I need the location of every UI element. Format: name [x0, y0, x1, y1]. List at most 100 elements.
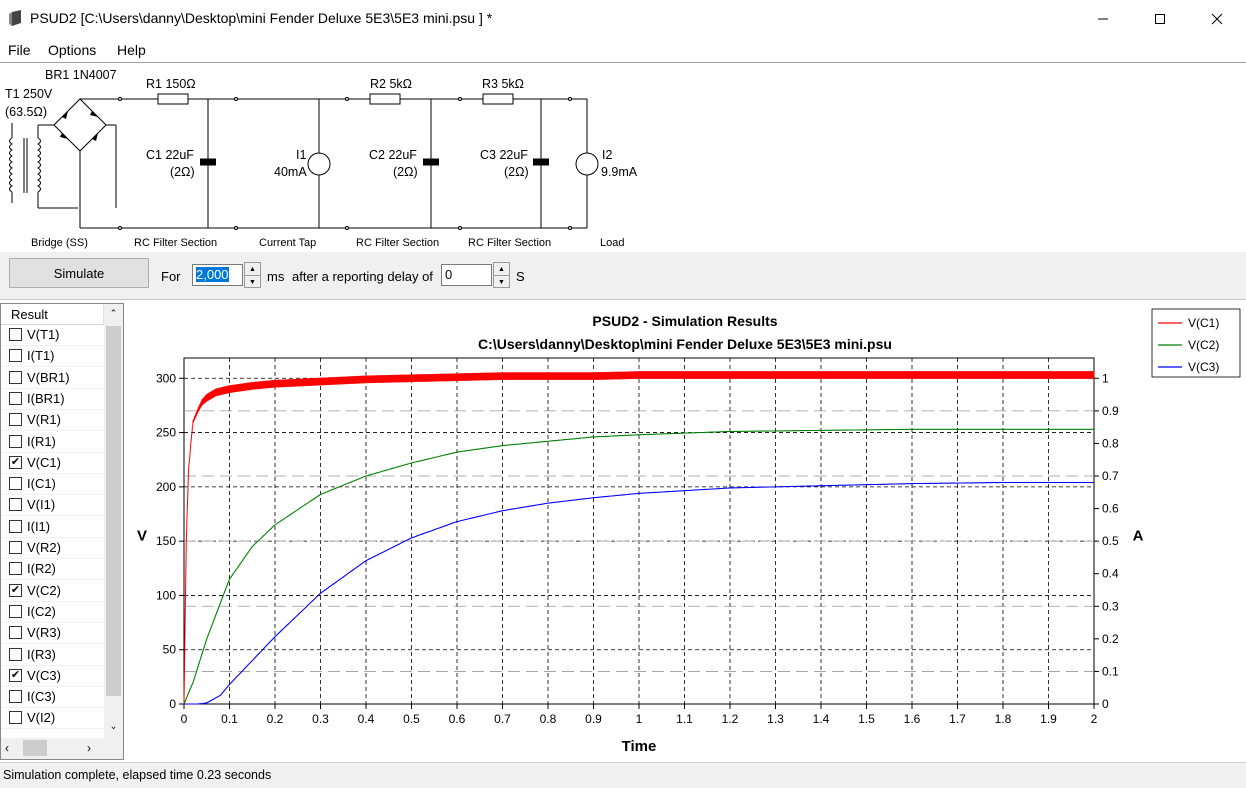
legend-box [1151, 308, 1241, 378]
checkbox[interactable] [9, 477, 22, 491]
result-row[interactable]: I(R1) [1, 432, 104, 453]
i1-value: 40mA [274, 165, 307, 179]
y2-tick-label: 0.4 [1102, 567, 1119, 581]
scroll-up-icon[interactable]: ⌃ [109, 308, 118, 318]
close-button[interactable] [1188, 0, 1246, 38]
x-tick-label: 0.9 [585, 712, 602, 726]
result-row[interactable]: V(T1) [1, 325, 104, 346]
duration-spinner[interactable]: ▲ ▼ [244, 262, 261, 288]
checkbox-checked[interactable]: ✔ [9, 668, 22, 682]
section-rc-filter-1[interactable]: RC Filter Section [134, 237, 218, 249]
result-row[interactable]: ✔ V(C2) [1, 581, 104, 602]
result-row[interactable]: I(R3) [1, 645, 104, 666]
scroll-right-icon[interactable]: › [87, 741, 91, 755]
result-row[interactable]: I(BR1) [1, 389, 104, 410]
checkbox[interactable] [9, 413, 22, 427]
series-line-vc1 [183, 371, 1095, 705]
y-tick-label: 0 [169, 697, 176, 711]
section-bridge[interactable]: Bridge (SS) [31, 237, 88, 249]
spin-down-icon[interactable]: ▼ [249, 278, 256, 286]
checkbox[interactable] [9, 519, 22, 533]
checkbox[interactable] [9, 604, 22, 618]
x-tick-label: 0.4 [358, 712, 375, 726]
x-tick-label: 0.7 [494, 712, 511, 726]
results-list-header[interactable]: Result [1, 304, 104, 325]
horizontal-scrollbar[interactable]: ‹ › [1, 738, 123, 759]
result-row[interactable]: V(I2) [1, 708, 104, 730]
result-row[interactable]: I(C1) [1, 474, 104, 496]
result-row[interactable]: I(I1) [1, 517, 104, 538]
checkbox[interactable] [9, 541, 22, 554]
menu-file[interactable]: File [8, 42, 31, 58]
checkbox[interactable] [9, 626, 22, 640]
spin-up-icon[interactable]: ▲ [245, 263, 260, 276]
section-rc-filter-2[interactable]: RC Filter Section [356, 237, 440, 249]
i2-value: 9.9mA [601, 165, 638, 179]
delay-input[interactable]: 0 [441, 264, 492, 286]
menu-bar: File Options Help [0, 38, 1246, 62]
checkbox[interactable] [9, 711, 22, 725]
checkbox[interactable] [9, 391, 22, 405]
result-row[interactable]: ✔ V(C3) [1, 666, 104, 687]
result-row[interactable]: V(I1) [1, 495, 104, 517]
c3-resistance: (2Ω) [504, 165, 529, 179]
section-rc-filter-3[interactable]: RC Filter Section [468, 237, 552, 249]
checkbox[interactable] [9, 562, 22, 576]
checkbox[interactable] [9, 328, 22, 341]
checkbox-checked[interactable]: ✔ [9, 455, 22, 469]
scroll-thumb[interactable] [106, 326, 121, 696]
section-load[interactable]: Load [600, 237, 625, 249]
result-row[interactable]: V(R2) [1, 538, 104, 559]
minimize-icon [1098, 18, 1108, 20]
section-current-tap[interactable]: Current Tap [259, 237, 317, 249]
result-row[interactable]: V(R3) [1, 623, 104, 645]
spin-up-icon[interactable]: ▲ [494, 263, 509, 276]
checkbox[interactable] [9, 498, 22, 512]
result-label: V(R3) [27, 625, 61, 641]
checkbox[interactable] [9, 349, 22, 363]
vertical-scrollbar[interactable]: ⌃ ⌄ [104, 304, 123, 738]
simulation-chart: 0 0.1 0.2 0.3 0.4 0.5 0.6 0.7 0.8 0.9 1 1.1 1.2 1.3 1.… [137, 308, 1241, 755]
result-row[interactable]: I(C3) [1, 687, 104, 709]
result-row[interactable]: V(R1) [1, 410, 104, 432]
x-tick-label: 1 [636, 712, 643, 726]
result-row[interactable]: I(T1) [1, 346, 104, 368]
result-label: V(C2) [27, 582, 61, 598]
result-label: I(R1) [27, 433, 56, 449]
duration-input[interactable]: 2,000 [192, 264, 243, 286]
checkbox[interactable] [9, 690, 22, 704]
hscroll-thumb[interactable] [23, 740, 47, 756]
result-row[interactable]: V(BR1) [1, 368, 104, 389]
window-title: PSUD2 [C:\Users\danny\Desktop\mini Fende… [30, 10, 493, 26]
x-tick-label: 0.6 [449, 712, 466, 726]
results-list[interactable]: Result V(T1) I(T1) V(BR1) I(BR1) V(R1) I(R1) ✔… [0, 303, 124, 760]
scroll-left-icon[interactable]: ‹ [5, 741, 9, 755]
x-tick-label: 1.5 [858, 712, 875, 726]
minimize-button[interactable] [1074, 0, 1132, 38]
y-tick-label: 300 [156, 371, 176, 385]
legend-label: V(C2) [1188, 338, 1219, 352]
result-label: I(BR1) [27, 390, 65, 406]
delay-spinner[interactable]: ▲ ▼ [493, 262, 510, 288]
maximize-button[interactable] [1131, 0, 1189, 38]
r3-label: R3 5kΩ [482, 77, 524, 91]
y-tick-label: 250 [156, 426, 176, 440]
checkbox[interactable] [9, 434, 22, 448]
menu-options[interactable]: Options [48, 42, 97, 58]
y2-tick-label: 0.5 [1102, 534, 1119, 548]
checkbox-checked[interactable]: ✔ [9, 583, 22, 597]
scroll-down-icon[interactable]: ⌄ [109, 721, 118, 731]
result-row[interactable]: ✔ V(C1) [1, 453, 104, 474]
y2-tick-label: 0.3 [1102, 599, 1119, 613]
checkbox[interactable] [9, 370, 22, 384]
duration-value: 2,000 [196, 267, 229, 282]
checkbox[interactable] [9, 647, 22, 661]
menu-help[interactable]: Help [117, 42, 146, 58]
x-tick-label: 0.1 [221, 712, 238, 726]
simulate-button[interactable]: Simulate [9, 258, 149, 288]
x-tick-label: 1.1 [676, 712, 693, 726]
result-row[interactable]: I(R2) [1, 559, 104, 581]
result-row[interactable]: I(C2) [1, 602, 104, 623]
i2-label: I2 [602, 148, 613, 162]
spin-down-icon[interactable]: ▼ [498, 278, 505, 286]
